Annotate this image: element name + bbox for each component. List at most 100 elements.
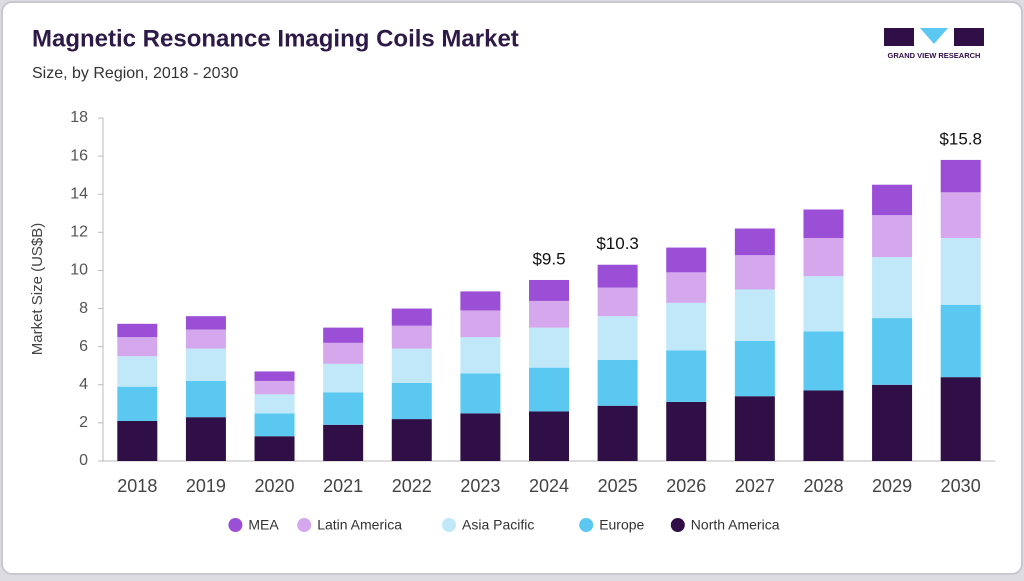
bar-segment — [734, 340, 775, 397]
legend-swatch — [442, 518, 456, 532]
bar-segment — [666, 302, 707, 351]
bar-segment — [872, 215, 913, 258]
legend-swatch — [228, 518, 243, 532]
x-tick-label: 2025 — [598, 476, 638, 496]
bar-segment — [803, 331, 844, 391]
bar-segment — [666, 401, 707, 461]
legend-label: MEA — [248, 517, 279, 533]
bar-segment — [940, 159, 981, 193]
y-tick-label: 18 — [70, 109, 88, 126]
legend-label: Latin America — [317, 517, 402, 533]
bar-segment — [734, 396, 775, 461]
x-tick-label: 2030 — [941, 476, 981, 496]
x-tick-label: 2023 — [460, 476, 500, 496]
logo-block — [920, 28, 948, 44]
bar-segment — [391, 419, 432, 461]
x-tick-label: 2029 — [872, 476, 912, 496]
chart-title: Magnetic Resonance Imaging Coils Market — [32, 25, 519, 52]
bar-segment — [391, 308, 432, 326]
bar-segment — [185, 380, 226, 418]
bar-segment — [185, 329, 226, 349]
logo: GRAND VIEW RESEARCH — [884, 28, 984, 60]
y-tick-label: 8 — [79, 300, 88, 317]
y-tick-label: 4 — [79, 376, 88, 393]
bar-segment — [940, 238, 981, 305]
y-tick-label: 0 — [79, 452, 88, 469]
bar-segment — [117, 323, 158, 338]
x-tick-label: 2027 — [735, 476, 775, 496]
total-label: $15.8 — [939, 129, 982, 148]
bar-segment — [460, 373, 501, 414]
bar-segment — [254, 413, 295, 437]
bar-segment — [529, 367, 569, 412]
bar-segment — [529, 411, 569, 461]
bar-segment — [803, 209, 844, 239]
bar-segment — [666, 272, 707, 303]
bar-segment — [254, 371, 295, 381]
bar-segment — [940, 304, 981, 378]
bar-segment — [460, 291, 501, 311]
bar-segment — [323, 327, 364, 343]
x-tick-label: 2028 — [803, 476, 843, 496]
bar-segment — [391, 382, 432, 420]
bar-segment — [391, 348, 432, 383]
bar-segment — [803, 238, 844, 277]
logo-block — [884, 28, 914, 46]
bar-segment — [117, 356, 158, 387]
bar-segment — [872, 257, 913, 319]
bar-segment — [254, 394, 295, 414]
legend-swatch — [670, 518, 685, 532]
bar-segment — [185, 316, 226, 330]
bar-segment — [529, 327, 569, 368]
y-tick-label: 14 — [70, 185, 88, 202]
bar-segment — [117, 337, 158, 357]
y-tick-label: 6 — [79, 338, 88, 355]
x-tick-label: 2019 — [186, 476, 226, 496]
y-tick-label: 12 — [70, 224, 88, 241]
x-tick-label: 2026 — [666, 476, 706, 496]
legend-swatch — [579, 518, 594, 532]
bar-segment — [597, 264, 638, 288]
bar-segment — [117, 420, 158, 461]
bar-segment — [529, 300, 569, 328]
x-tick-label: 2020 — [255, 476, 295, 496]
y-tick-label: 10 — [70, 262, 88, 279]
bar-segment — [254, 380, 295, 395]
bar-segment — [597, 360, 638, 406]
bar-segment — [323, 424, 364, 461]
bar-segment — [185, 348, 226, 381]
x-tick-label: 2018 — [117, 476, 157, 496]
y-tick-label: 2 — [79, 414, 88, 431]
bar-segment — [460, 413, 501, 461]
total-label: $9.5 — [532, 249, 565, 268]
x-tick-label: 2021 — [323, 476, 363, 496]
bar-segment — [323, 392, 364, 425]
bar-segment — [734, 255, 775, 290]
bar-segment — [803, 390, 844, 461]
legend-label: North America — [691, 517, 780, 533]
bar-segment — [803, 276, 844, 332]
y-tick-label: 16 — [70, 147, 88, 164]
bar-segment — [940, 377, 981, 461]
legend-label: Europe — [599, 517, 644, 533]
bar-segment — [734, 289, 775, 341]
bar-segment — [323, 363, 364, 393]
bar-segment — [323, 342, 364, 364]
bar-segment — [940, 192, 981, 239]
bar-segment — [597, 316, 638, 361]
bar-segment — [391, 325, 432, 349]
bar-segment — [872, 184, 913, 216]
total-label: $10.3 — [596, 234, 639, 253]
legend-label: Asia Pacific — [462, 517, 534, 533]
bar-segment — [872, 384, 913, 461]
bar-segment — [117, 386, 158, 421]
x-tick-label: 2022 — [392, 476, 432, 496]
x-tick-label: 2024 — [529, 476, 569, 496]
legend-swatch — [297, 518, 312, 532]
bar-segment — [666, 350, 707, 402]
bar-segment — [666, 247, 707, 273]
chart-subtitle: Size, by Region, 2018 - 2030 — [32, 65, 238, 82]
bar-segment — [597, 287, 638, 317]
bar-segment — [872, 318, 913, 385]
